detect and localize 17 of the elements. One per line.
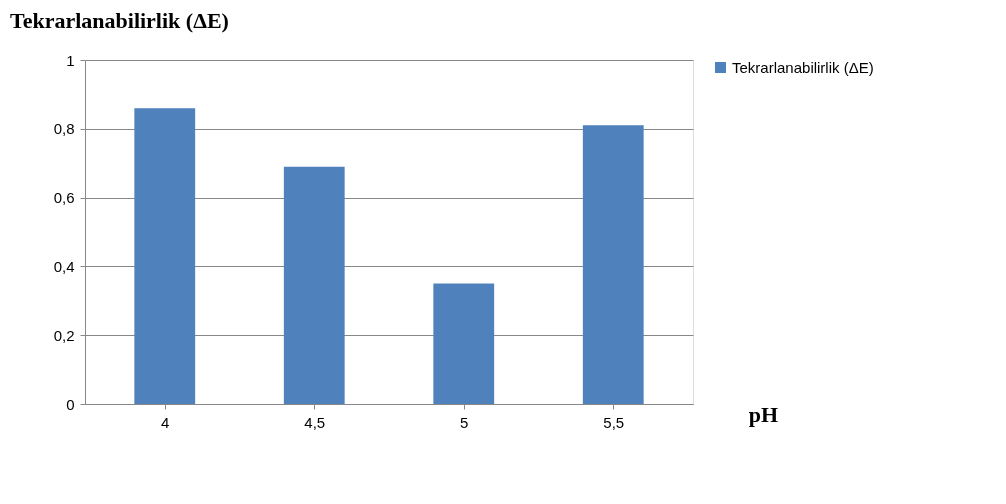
bar	[582, 125, 644, 404]
y-tick-label: 0,2	[53, 326, 75, 344]
x-tick-label: 4	[161, 413, 170, 431]
x-tick-label: 5	[460, 413, 469, 431]
chart-title: Tekrarlanabilirlik (ΔE)	[10, 8, 229, 33]
x-tick-label: 5,5	[603, 413, 625, 431]
x-tick-label: 4,5	[304, 413, 326, 431]
y-tick-label: 0	[66, 395, 75, 413]
y-tick-label: 1	[66, 51, 75, 69]
legend-label: Tekrarlanabilirlik (ΔE)	[732, 58, 874, 76]
x-axis-title: pH	[748, 401, 779, 427]
bar	[433, 283, 495, 404]
bar	[134, 108, 196, 404]
y-tick-label: 0,6	[53, 189, 75, 207]
bar	[283, 166, 345, 404]
y-tick-label: 0,4	[53, 257, 75, 275]
y-tick-label: 0,8	[53, 120, 75, 138]
